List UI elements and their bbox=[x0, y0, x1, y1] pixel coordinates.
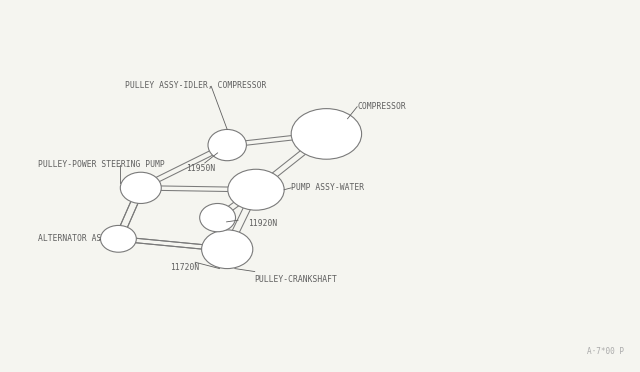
Text: 11950N: 11950N bbox=[186, 164, 215, 173]
Ellipse shape bbox=[200, 203, 236, 232]
Text: 11720N: 11720N bbox=[170, 263, 199, 272]
Text: ALTERNATOR ASSY: ALTERNATOR ASSY bbox=[38, 234, 111, 243]
Text: COMPRESSOR: COMPRESSOR bbox=[357, 102, 406, 110]
Ellipse shape bbox=[120, 172, 161, 203]
Text: PULLEY-CRANKSHAFT: PULLEY-CRANKSHAFT bbox=[255, 275, 337, 284]
Text: PULLEY-POWER STEERING PUMP: PULLEY-POWER STEERING PUMP bbox=[38, 160, 165, 169]
Ellipse shape bbox=[208, 129, 246, 161]
Ellipse shape bbox=[100, 225, 136, 252]
Text: A·7*00 P: A·7*00 P bbox=[587, 347, 624, 356]
Ellipse shape bbox=[228, 169, 284, 210]
Text: PULLEY ASSY-IDLER, COMPRESSOR: PULLEY ASSY-IDLER, COMPRESSOR bbox=[125, 81, 267, 90]
Text: 11920N: 11920N bbox=[248, 219, 278, 228]
Ellipse shape bbox=[202, 230, 253, 269]
Text: PUMP ASSY-WATER: PUMP ASSY-WATER bbox=[291, 183, 364, 192]
Ellipse shape bbox=[291, 109, 362, 159]
